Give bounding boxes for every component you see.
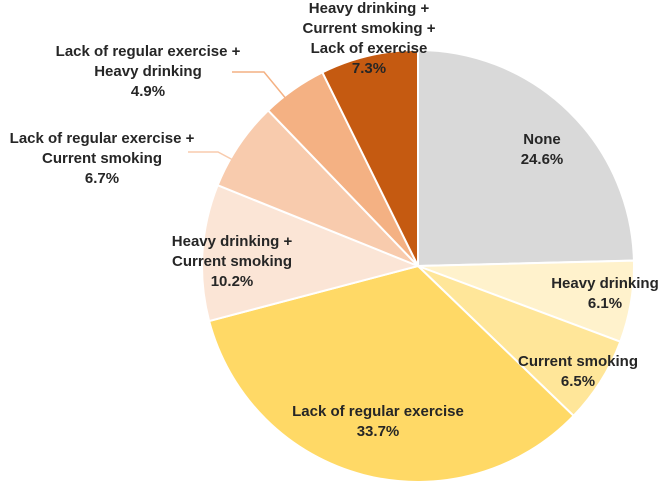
slice-label: Lack of regular exercise 33.7% (292, 403, 464, 440)
leader-line (188, 151, 249, 169)
leader-line (232, 71, 293, 107)
slice-label: Lack of regular exercise + Heavy drinking… (56, 43, 241, 100)
slice-label: Heavy drinking + Current smoking 10.2% (172, 233, 293, 290)
pie-slice-heavy-drinking-current-smoking-lack-of-exercise (321, 48, 419, 267)
slice-labels: None 24.6% Heavy drinking 6.1% Current smoki… (10, 0, 659, 440)
pie-slices (201, 48, 635, 483)
pie-slice-none (417, 48, 635, 268)
slice-label: Current smoking 6.5% (518, 353, 638, 390)
pie-slice-lack-of-regular-exercise (207, 264, 576, 483)
leader-lines (188, 71, 293, 169)
slice-label: Heavy drinking + Current smoking + Lack of… (303, 0, 436, 77)
slice-label: Heavy drinking 6.1% (551, 275, 659, 312)
pie-slice-heavy-drinking-current-smoking (201, 183, 422, 323)
slice-label: Lack of regular exercise + Current smokin… (10, 130, 195, 187)
slice-label: None 24.6% (521, 131, 564, 168)
